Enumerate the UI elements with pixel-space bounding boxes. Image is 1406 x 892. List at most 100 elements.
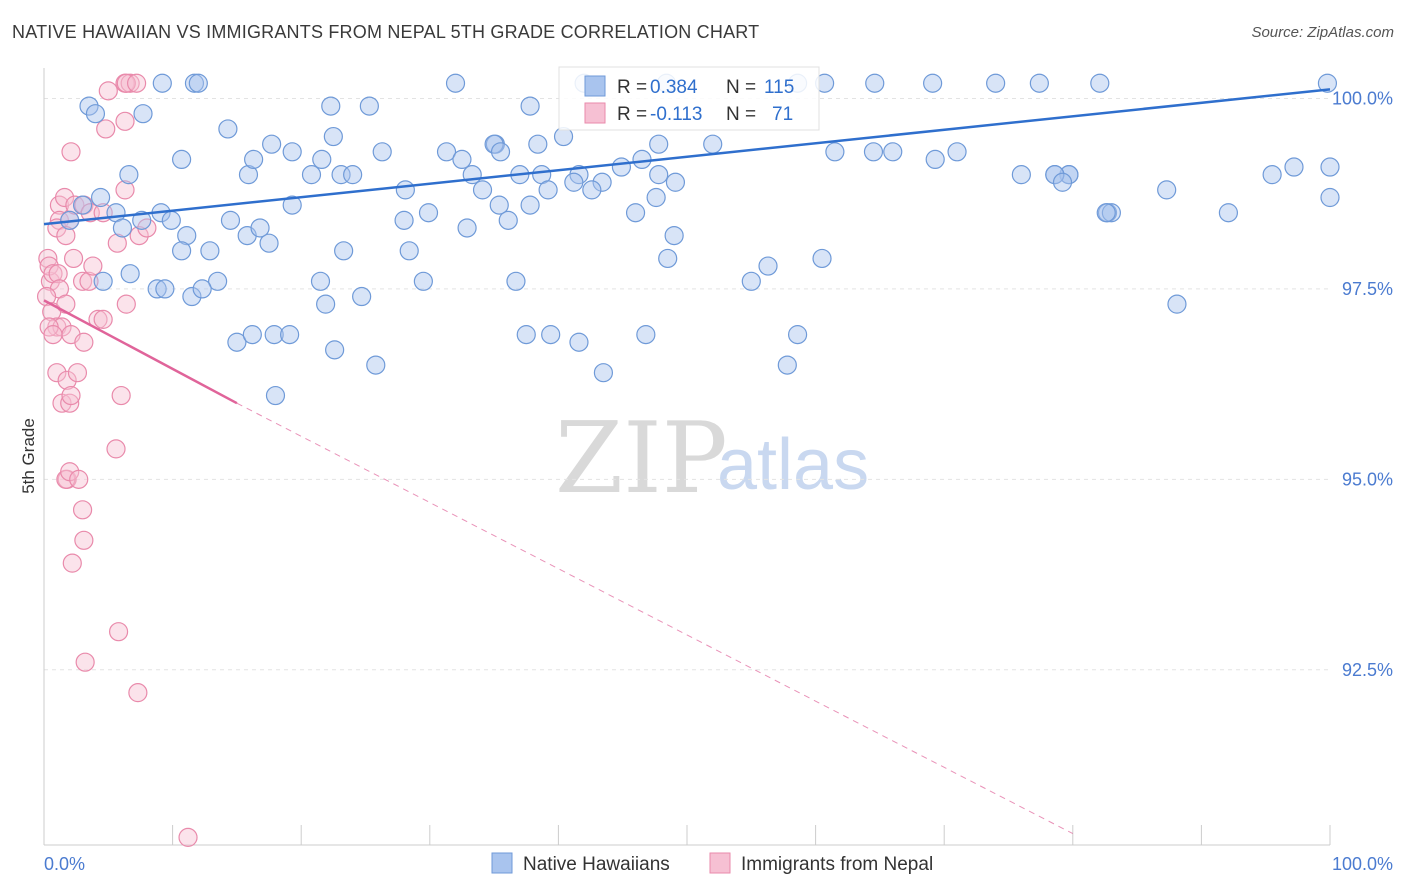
series-legend: Native Hawaiians Immigrants from Nepal	[491, 852, 933, 875]
point-immigrants-from-nepal	[56, 225, 76, 246]
point-native-hawaiians	[1262, 165, 1282, 185]
point-native-hawaiians	[649, 165, 669, 185]
point-immigrants-from-nepal	[69, 469, 89, 489]
point-native-hawaiians	[758, 256, 778, 276]
x-tick-label: 0.0%	[44, 854, 85, 874]
point-native-hawaiians	[489, 195, 509, 215]
point-native-hawaiians	[1096, 203, 1116, 223]
point-immigrants-from-nepal	[106, 439, 126, 459]
point-native-hawaiians	[516, 325, 536, 345]
point-immigrants-from-nepal	[116, 294, 136, 314]
point-native-hawaiians	[825, 142, 845, 162]
point-native-hawaiians	[220, 210, 241, 230]
point-immigrants-from-nepal	[98, 81, 118, 101]
point-native-hawaiians	[593, 363, 614, 383]
point-native-hawaiians	[242, 325, 262, 345]
source-credit: Source: ZipAtlas.com	[1251, 24, 1394, 41]
point-native-hawaiians	[366, 355, 386, 375]
point-native-hawaiians	[1284, 157, 1304, 177]
point-native-hawaiians	[172, 241, 192, 261]
point-native-hawaiians	[264, 325, 284, 345]
point-native-hawaiians	[323, 126, 343, 147]
point-native-hawaiians	[1059, 165, 1079, 185]
point-immigrants-from-nepal	[72, 271, 93, 291]
grid-lines	[44, 97, 1330, 671]
point-native-hawaiians	[359, 96, 379, 116]
point-native-hawaiians	[646, 187, 666, 208]
point-native-hawaiians	[280, 325, 300, 345]
point-native-hawaiians	[1320, 157, 1340, 177]
point-immigrants-from-nepal	[38, 248, 58, 269]
point-immigrants-from-nepal	[108, 622, 129, 642]
point-native-hawaiians	[172, 149, 192, 170]
point-native-hawaiians	[1101, 203, 1121, 223]
point-immigrants-from-nepal	[116, 73, 136, 93]
legend-bottom-label-immigrants-from-nepal: Immigrants from Nepal	[741, 854, 933, 875]
point-native-hawaiians	[1167, 294, 1187, 314]
point-native-hawaiians	[352, 286, 372, 307]
point-immigrants-from-nepal	[128, 683, 148, 703]
point-immigrants-from-nepal	[96, 119, 116, 139]
point-native-hawaiians	[282, 142, 302, 162]
point-native-hawaiians	[865, 73, 885, 93]
point-native-hawaiians	[1045, 165, 1065, 185]
point-native-hawaiians	[436, 142, 457, 162]
point-native-hawaiians	[331, 165, 351, 185]
point-native-hawaiians	[321, 96, 341, 116]
y-tick-label: 92.5%	[1342, 660, 1393, 680]
point-native-hawaiians	[334, 241, 354, 261]
point-native-hawaiians	[1029, 73, 1049, 93]
point-native-hawaiians	[649, 134, 669, 154]
point-native-hawaiians	[541, 325, 561, 345]
point-native-hawaiians	[250, 218, 270, 238]
legend-r-value-pink: -0.113	[650, 104, 702, 125]
point-native-hawaiians	[986, 73, 1006, 93]
point-native-hawaiians	[282, 195, 302, 215]
point-native-hawaiians	[582, 180, 602, 200]
point-native-hawaiians	[445, 73, 466, 93]
point-immigrants-from-nepal	[83, 256, 103, 276]
point-native-hawaiians	[520, 195, 540, 215]
point-native-hawaiians	[133, 104, 153, 124]
point-native-hawaiians	[93, 271, 113, 291]
point-immigrants-from-nepal	[111, 385, 131, 406]
point-native-hawaiians	[85, 104, 106, 124]
point-native-hawaiians	[498, 210, 518, 230]
point-native-hawaiians	[90, 187, 111, 208]
point-native-hawaiians	[923, 73, 943, 93]
point-immigrants-from-nepal	[54, 187, 75, 208]
legend-r-label-blue: R =	[617, 77, 647, 98]
y-tick-label: 97.5%	[1342, 279, 1393, 299]
point-native-hawaiians	[632, 149, 652, 170]
point-immigrants-from-nepal	[115, 111, 135, 131]
point-native-hawaiians	[452, 149, 472, 170]
point-immigrants-from-nepal	[126, 73, 147, 93]
point-immigrants-from-nepal	[61, 142, 81, 162]
legend-swatch-pink	[584, 102, 606, 124]
point-native-hawaiians	[316, 294, 336, 314]
point-native-hawaiians	[1317, 73, 1338, 93]
point-native-hawaiians	[1218, 203, 1239, 223]
point-immigrants-from-nepal	[63, 248, 84, 269]
legend-n-value-blue: 115	[764, 77, 794, 98]
legend-bottom-swatch-blue	[491, 852, 513, 874]
point-native-hawaiians	[147, 279, 167, 299]
legend-bottom-swatch-pink	[709, 852, 731, 874]
point-native-hawaiians	[72, 195, 93, 215]
point-native-hawaiians	[301, 165, 322, 185]
point-native-hawaiians	[457, 218, 477, 238]
point-native-hawaiians	[1011, 165, 1031, 185]
point-native-hawaiians	[1090, 73, 1110, 93]
point-native-hawaiians	[520, 96, 540, 116]
point-immigrants-from-nepal	[129, 225, 149, 246]
point-native-hawaiians	[192, 279, 212, 299]
point-native-hawaiians	[177, 225, 197, 246]
point-native-hawaiians	[218, 119, 238, 139]
legend-r-value-blue: 0.384	[650, 77, 698, 98]
point-native-hawaiians	[395, 180, 415, 200]
point-native-hawaiians	[564, 172, 584, 192]
point-immigrants-from-nepal	[93, 309, 113, 329]
point-native-hawaiians	[777, 355, 797, 375]
point-native-hawaiians	[372, 142, 392, 162]
y-axis-title: 5th Grade	[19, 418, 38, 494]
